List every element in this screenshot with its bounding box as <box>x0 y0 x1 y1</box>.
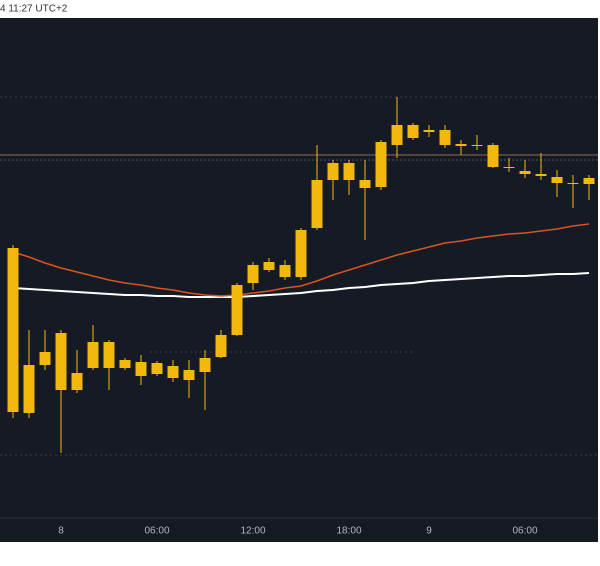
candle-body <box>535 174 547 176</box>
candle-body <box>263 262 275 270</box>
candle-body <box>55 333 67 390</box>
candle-body <box>391 125 403 145</box>
candle-body <box>359 180 371 188</box>
timestamp: 4 11:27 UTC+2 <box>0 4 68 15</box>
candle-body <box>471 145 483 146</box>
candle-body <box>7 248 19 412</box>
candle-body <box>487 145 499 167</box>
candle-body <box>519 171 531 174</box>
candle-body <box>199 358 211 372</box>
x-tick-label: 9 <box>426 526 432 537</box>
candle-body <box>327 163 339 180</box>
candle-body <box>567 183 579 184</box>
candle-body <box>135 362 147 376</box>
candle-body <box>423 130 435 132</box>
candle-body <box>407 125 419 138</box>
candle-body <box>439 130 451 145</box>
chart-background <box>0 18 598 542</box>
candle-body <box>583 178 595 184</box>
candle-body <box>119 360 131 368</box>
x-tick-label: 12:00 <box>240 526 265 537</box>
candle-body <box>151 363 163 374</box>
right-edge <box>598 18 600 542</box>
x-tick-label: 06:00 <box>144 526 169 537</box>
candle-body <box>343 163 355 180</box>
candle-body <box>183 370 195 380</box>
candle-body <box>231 285 243 335</box>
moving-average <box>12 272 590 298</box>
candle-body <box>247 265 259 283</box>
x-tick-label: 18:00 <box>336 526 361 537</box>
candle-body <box>503 167 515 168</box>
x-tick-label: 06:00 <box>512 526 537 537</box>
candle-body <box>311 180 323 228</box>
candle-body <box>167 366 179 378</box>
candle-body <box>279 265 291 277</box>
moving-average <box>12 223 590 297</box>
candle-body <box>215 335 227 357</box>
candle-body <box>71 373 83 390</box>
x-tick-label: 8 <box>58 526 64 537</box>
plot: 8 06:00 12:00 18:00 9 06:00 <box>7 97 595 537</box>
candle-body <box>551 177 563 183</box>
candle-body <box>103 342 115 368</box>
candle-body <box>39 352 51 365</box>
candle-body <box>295 230 307 277</box>
candle-body <box>455 144 467 146</box>
candle-body <box>23 365 35 413</box>
candle-body <box>375 142 387 187</box>
candle-body <box>87 342 99 368</box>
